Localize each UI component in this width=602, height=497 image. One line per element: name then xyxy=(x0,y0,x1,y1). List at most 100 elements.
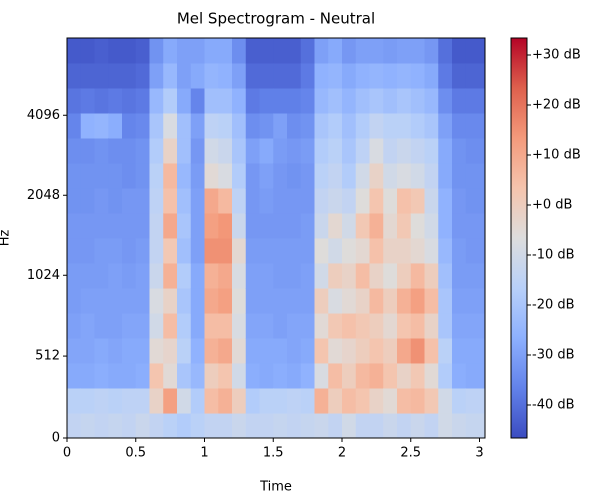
cell xyxy=(397,112,412,139)
cell xyxy=(273,137,288,164)
cell xyxy=(218,87,233,114)
cell xyxy=(149,162,164,189)
cell xyxy=(108,288,123,314)
cell xyxy=(94,288,109,314)
cell xyxy=(438,87,453,114)
cell xyxy=(94,62,109,89)
cell xyxy=(259,38,274,64)
cell xyxy=(300,62,315,89)
cell xyxy=(355,338,370,364)
colorbar-tick-label: -30 dB xyxy=(532,348,575,363)
cell xyxy=(218,262,233,289)
cell xyxy=(177,413,192,439)
cell xyxy=(342,38,357,64)
x-tick-label: 2 xyxy=(338,446,346,461)
cell xyxy=(328,338,343,364)
cell xyxy=(342,338,357,364)
cell xyxy=(108,38,123,64)
cell xyxy=(218,338,233,364)
cell xyxy=(122,288,137,314)
cell xyxy=(452,288,467,314)
cell xyxy=(245,338,260,364)
cell xyxy=(300,262,315,289)
colorbar-tick-label: +20 dB xyxy=(532,98,581,113)
cell xyxy=(218,362,233,389)
cell xyxy=(438,237,453,264)
cell xyxy=(452,313,467,339)
cell xyxy=(287,262,302,289)
cell xyxy=(94,338,109,364)
cell xyxy=(259,112,274,139)
cell xyxy=(94,137,109,164)
cell xyxy=(163,262,178,289)
cell xyxy=(397,313,412,339)
cell xyxy=(410,187,425,214)
cell xyxy=(190,262,205,289)
cell xyxy=(300,362,315,389)
cell xyxy=(108,362,123,389)
cell xyxy=(122,362,137,389)
cell xyxy=(163,187,178,214)
cell xyxy=(452,62,467,89)
cell xyxy=(452,38,467,64)
cell xyxy=(67,262,82,289)
cell xyxy=(410,313,425,339)
cell xyxy=(424,388,439,414)
cell xyxy=(452,187,467,214)
cell xyxy=(328,213,343,239)
cell xyxy=(232,362,247,389)
cell xyxy=(369,162,384,189)
cell xyxy=(204,413,219,439)
cell xyxy=(163,362,178,389)
cell xyxy=(108,112,123,139)
cell xyxy=(438,338,453,364)
cell xyxy=(232,338,247,364)
cell xyxy=(300,38,315,64)
cell xyxy=(177,87,192,114)
cell xyxy=(273,388,288,414)
cell xyxy=(383,313,398,339)
cell xyxy=(397,338,412,364)
cell xyxy=(273,62,288,89)
cell xyxy=(383,262,398,289)
cell xyxy=(383,87,398,114)
cell xyxy=(410,362,425,389)
cell xyxy=(163,388,178,414)
cell xyxy=(314,137,329,164)
cell xyxy=(232,213,247,239)
cell xyxy=(135,112,150,139)
cell xyxy=(67,338,82,364)
cell xyxy=(383,288,398,314)
cell xyxy=(94,87,109,114)
cell xyxy=(452,112,467,139)
cell xyxy=(314,388,329,414)
cell xyxy=(342,162,357,189)
cell xyxy=(80,62,95,89)
cell xyxy=(108,262,123,289)
cell xyxy=(314,262,329,289)
cell xyxy=(232,162,247,189)
cell xyxy=(177,213,192,239)
cell xyxy=(204,162,219,189)
cell xyxy=(300,237,315,264)
cell xyxy=(410,388,425,414)
cell xyxy=(369,288,384,314)
cell xyxy=(94,388,109,414)
cell xyxy=(314,87,329,114)
cell xyxy=(273,87,288,114)
cell xyxy=(355,213,370,239)
y-axis-label: Hz xyxy=(0,230,13,247)
cell xyxy=(163,338,178,364)
cell xyxy=(94,213,109,239)
cell xyxy=(342,87,357,114)
cell xyxy=(287,388,302,414)
cell xyxy=(383,137,398,164)
cell xyxy=(245,362,260,389)
cell xyxy=(314,313,329,339)
cell xyxy=(135,288,150,314)
cell xyxy=(259,137,274,164)
cell xyxy=(397,213,412,239)
cell xyxy=(149,237,164,264)
cell xyxy=(300,187,315,214)
y-tick-label: 2048 xyxy=(27,188,60,203)
